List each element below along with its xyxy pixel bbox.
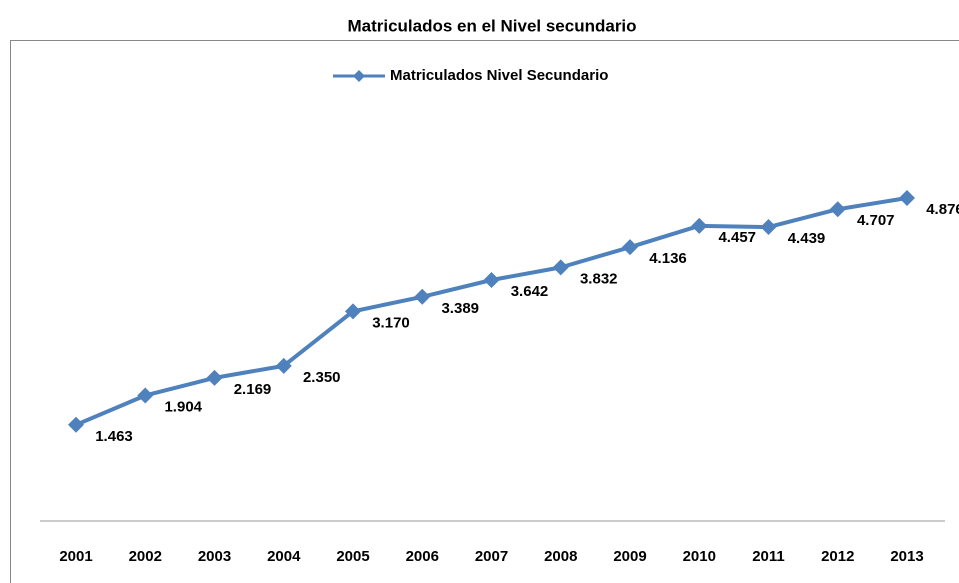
x-tick-label: 2001 (59, 548, 92, 565)
legend-marker (353, 70, 365, 82)
x-tick-label: 2004 (267, 548, 301, 565)
data-label: 3.642 (511, 283, 549, 300)
point-marker (622, 239, 638, 256)
point-marker (68, 416, 84, 433)
data-label: 1.904 (164, 398, 202, 415)
x-tick-label: 2013 (890, 548, 923, 565)
x-tick-label: 2007 (475, 548, 508, 565)
data-label: 3.170 (372, 314, 410, 331)
data-label: 3.832 (580, 270, 618, 287)
point-marker (899, 190, 915, 206)
x-tick-label: 2011 (752, 548, 785, 565)
x-tick-label: 2009 (613, 548, 646, 565)
x-tick-label: 2010 (683, 548, 716, 565)
point-marker (829, 201, 846, 218)
data-label: 2.169 (234, 381, 272, 398)
point-marker (552, 259, 569, 276)
x-tick-label: 2003 (198, 548, 231, 565)
chart-title: Matriculados en el Nivel secundario (347, 16, 636, 35)
legend-label: Matriculados Nivel Secundario (390, 67, 608, 84)
chart-frame (10, 40, 959, 583)
point-marker (345, 303, 361, 320)
x-tick-label: 2008 (544, 548, 577, 565)
x-tick-label: 2005 (336, 548, 369, 565)
data-label: 2.350 (303, 369, 341, 386)
x-tick-label: 2006 (406, 548, 439, 565)
data-label: 4.439 (788, 230, 826, 247)
point-marker (414, 288, 431, 305)
point-marker (137, 387, 154, 404)
data-label: 4.876 (926, 201, 959, 218)
data-label: 1.463 (95, 428, 133, 445)
point-marker (691, 217, 708, 234)
data-label: 4.707 (857, 212, 895, 229)
series-line (75, 196, 908, 427)
point-marker (275, 357, 292, 374)
data-label: 3.389 (441, 300, 479, 317)
data-label: 4.136 (649, 250, 687, 267)
point-marker (206, 369, 223, 386)
point-marker (483, 271, 500, 288)
data-label: 4.457 (718, 229, 756, 246)
point-marker (760, 219, 777, 236)
x-tick-label: 2012 (821, 548, 854, 565)
x-tick-label: 2002 (129, 548, 162, 565)
